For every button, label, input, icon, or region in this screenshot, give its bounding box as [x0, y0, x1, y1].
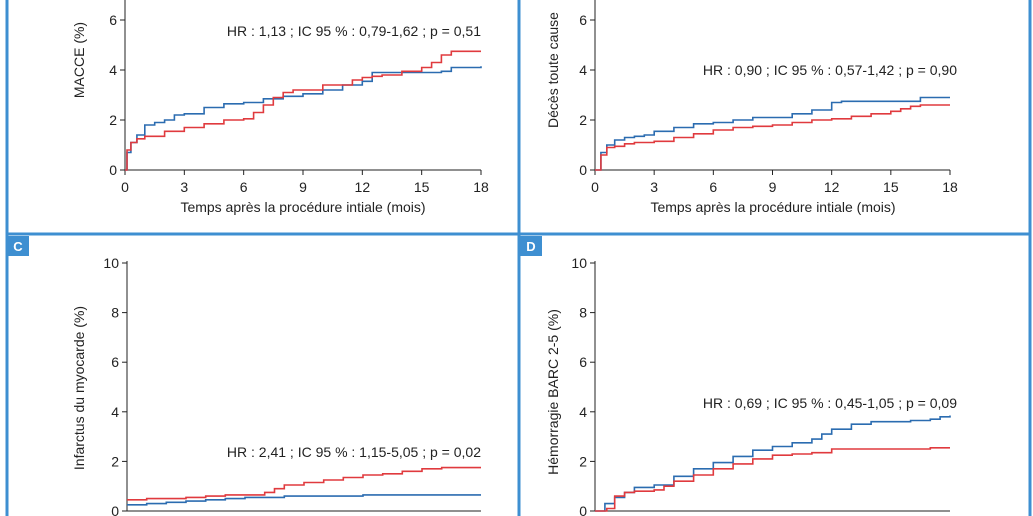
plot-panel-a: 0 2 4 6 0 3 6 9 12 15 18 Temps après la procédure i… — [71, 0, 489, 215]
x-tick-label: 12 — [824, 179, 840, 195]
series-line-blue — [595, 96, 950, 171]
x-tick-label: 9 — [769, 179, 777, 195]
panel-badge-d: D — [520, 236, 542, 256]
x-tick-label: 18 — [942, 179, 958, 195]
series-line-red — [595, 104, 950, 171]
y-tick-label: 10 — [103, 255, 119, 271]
y-axis-label: Infarctus du myocarde (%) — [71, 306, 87, 470]
series-line-blue — [125, 66, 482, 171]
y-tick-label: 2 — [109, 112, 117, 128]
x-tick-label: 3 — [180, 179, 188, 195]
x-tick-label: 6 — [240, 179, 248, 195]
y-tick-label: 8 — [579, 305, 587, 321]
series-line-blue — [127, 494, 481, 506]
x-tick-label: 6 — [709, 179, 717, 195]
svg-text:C: C — [13, 239, 23, 254]
x-axis-label: Temps après la procédure intiale (mois) — [180, 199, 425, 215]
y-tick-label: 4 — [111, 404, 119, 420]
y-tick-label: 0 — [111, 503, 119, 516]
x-tick-label: 15 — [883, 179, 899, 195]
y-tick-label: 4 — [579, 62, 587, 78]
y-tick-label: 6 — [579, 12, 587, 28]
y-tick-label: 2 — [579, 112, 587, 128]
x-tick-label: 0 — [121, 179, 129, 195]
hr-annotation: HR : 1,13 ; IC 95 % : 0,79-1,62 ; p = 0,… — [227, 23, 481, 39]
panel-badge-c: C — [7, 236, 29, 256]
y-tick-label: 0 — [579, 162, 587, 178]
plot-panel-c: 0 2 4 6 8 10 Infarctus du myocarde (%) HR : 2,4… — [71, 255, 481, 516]
y-tick-label: 0 — [109, 162, 117, 178]
x-tick-label: 9 — [299, 179, 307, 195]
x-tick-label: 12 — [355, 179, 371, 195]
plot-panel-d: 0 2 4 6 8 10 Hémorragie BARC 2-5 (%) HR : 0,69 … — [545, 255, 957, 516]
y-tick-label: 8 — [111, 305, 119, 321]
y-tick-label: 0 — [579, 503, 587, 516]
x-tick-label: 18 — [473, 179, 489, 195]
hr-annotation: HR : 0,90 ; IC 95 % : 0,57-1,42 ; p = 0,… — [703, 62, 957, 78]
series-line-red — [125, 50, 481, 171]
y-axis-label: MACCE (%) — [71, 22, 87, 98]
plot-panel-b: 0 2 4 6 0 3 6 9 12 15 18 Temps après la procédure i… — [545, 0, 958, 215]
y-tick-label: 4 — [579, 404, 587, 420]
y-axis-label: Décès toute cause — [545, 12, 561, 128]
hr-annotation: HR : 2,41 ; IC 95 % : 1,15-5,05 ; p = 0,… — [227, 444, 481, 460]
y-axis-label: Hémorragie BARC 2-5 (%) — [545, 309, 561, 475]
svg-text:D: D — [526, 239, 535, 254]
y-tick-label: 6 — [111, 354, 119, 370]
y-tick-label: 10 — [571, 255, 587, 271]
y-tick-label: 2 — [111, 453, 119, 469]
y-tick-label: 6 — [109, 12, 117, 28]
y-tick-label: 6 — [579, 354, 587, 370]
x-tick-label: 3 — [650, 179, 658, 195]
y-tick-label: 4 — [109, 62, 117, 78]
series-line-red — [127, 466, 481, 501]
x-tick-label: 15 — [414, 179, 430, 195]
series-line-red — [595, 447, 950, 512]
x-axis-label: Temps après la procédure intiale (mois) — [650, 199, 895, 215]
hr-annotation: HR : 0,69 ; IC 95 % : 0,45-1,05 ; p = 0,… — [703, 395, 957, 411]
x-tick-label: 0 — [591, 179, 599, 195]
series-line-blue — [595, 415, 951, 512]
y-tick-label: 2 — [579, 453, 587, 469]
